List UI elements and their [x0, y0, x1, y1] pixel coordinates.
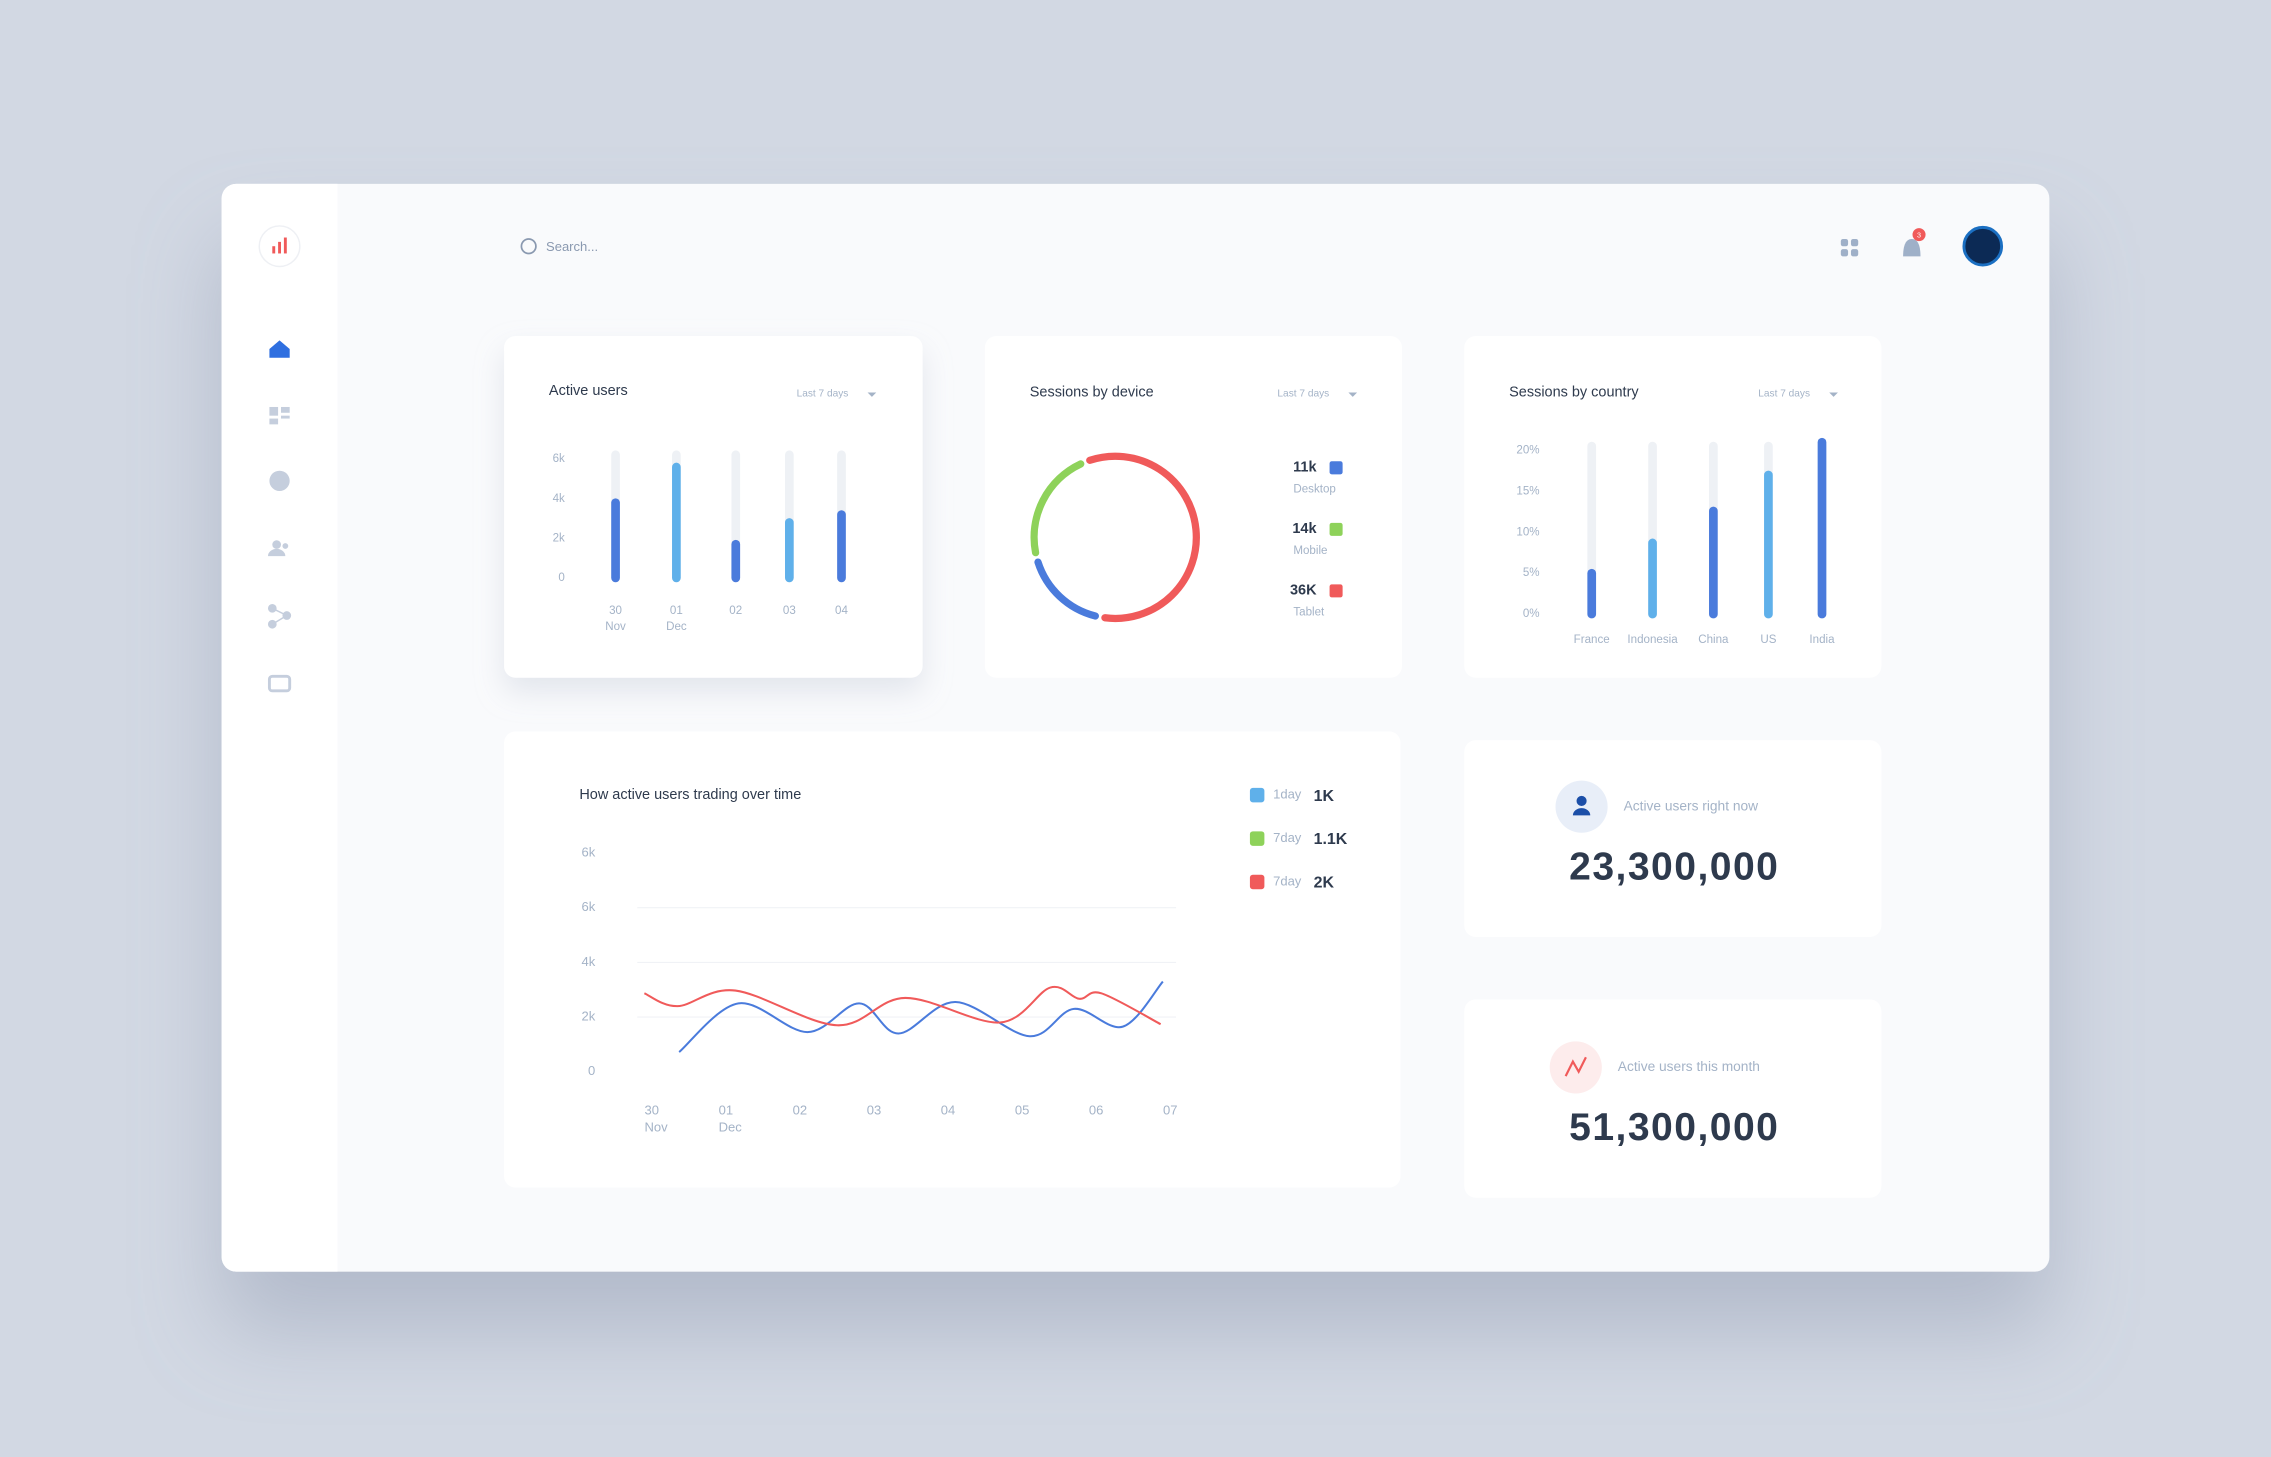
legend-label: 7day — [1273, 830, 1302, 845]
x-tick-month: Nov — [605, 621, 626, 633]
stat-label: Active users right now — [1624, 798, 1759, 813]
ticket-icon[interactable] — [267, 674, 292, 693]
y-tick-label: 4k — [582, 954, 596, 969]
y-tick-label: 4k — [553, 493, 565, 505]
legend-label: Desktop — [1293, 484, 1335, 496]
x-tick-month: Nov — [645, 1120, 669, 1135]
stat-value: 23,300,000 — [1569, 845, 1779, 888]
y-tick-label: 0% — [1523, 608, 1540, 620]
y-tick-label: 6k — [582, 844, 596, 859]
legend-swatch — [1329, 522, 1343, 536]
x-tick-month: Dec — [719, 1120, 743, 1135]
y-tick-label: 10% — [1516, 526, 1539, 538]
donut-segment — [1086, 452, 1200, 622]
legend-label: 7day — [1273, 873, 1302, 888]
x-tick-label: 07 — [1163, 1102, 1177, 1117]
legend-swatch — [1329, 461, 1343, 475]
logo-bars — [272, 237, 287, 254]
x-tick-label: 30 — [609, 605, 622, 617]
sidebar — [221, 183, 338, 1272]
card-active-users — [504, 336, 923, 678]
x-tick-label: Indonesia — [1627, 634, 1678, 646]
x-tick-label: 05 — [1015, 1102, 1029, 1117]
legend-swatch — [1249, 831, 1265, 846]
y-tick-label: 2k — [553, 532, 565, 544]
legend-value: 1.1K — [1314, 831, 1348, 848]
legend-value: 36K — [1290, 583, 1317, 599]
x-tick-label: US — [1760, 634, 1776, 646]
x-tick-month: Dec — [666, 621, 687, 633]
x-tick-label: 03 — [783, 605, 796, 617]
line-series — [678, 980, 1164, 1053]
x-tick-label: 30 — [645, 1102, 659, 1117]
user-icon-bg — [1555, 780, 1608, 833]
dropdown-carets — [867, 392, 1838, 397]
card-title: How active users trading over time — [579, 787, 801, 803]
apps-icon[interactable] — [1840, 238, 1859, 257]
x-tick-label: 03 — [867, 1102, 881, 1117]
stat-value: 51,300,000 — [1569, 1106, 1779, 1149]
x-tick-label: 02 — [793, 1102, 807, 1117]
period-select[interactable]: Last 7 days — [1277, 389, 1329, 400]
card-title: Active users — [549, 383, 628, 399]
share-icon[interactable] — [267, 603, 292, 629]
y-tick-label: 5% — [1523, 567, 1540, 579]
trend-icon — [1564, 1056, 1587, 1077]
home-icon[interactable] — [269, 340, 290, 358]
line-series — [643, 985, 1162, 1027]
y-tick-label: 6k — [582, 899, 596, 914]
y-tick-label: 0 — [588, 1063, 595, 1078]
x-tick-label: 04 — [941, 1102, 955, 1117]
x-tick-label: 04 — [835, 605, 848, 617]
donut-segment — [1034, 558, 1099, 620]
legend-swatch — [1249, 787, 1265, 803]
search-icon — [520, 238, 537, 255]
legend-value: 14k — [1292, 521, 1317, 537]
y-tick-label: 0 — [558, 572, 564, 584]
x-tick-label: China — [1698, 634, 1729, 646]
card-title: Sessions by device — [1030, 384, 1154, 400]
period-select[interactable]: Last 7 days — [1758, 389, 1810, 400]
bell-icon[interactable] — [1903, 238, 1921, 257]
card-title: Sessions by country — [1509, 384, 1639, 400]
donut-segment — [1030, 460, 1085, 557]
x-tick-label: 01 — [719, 1102, 733, 1117]
x-tick-label: 01 — [670, 605, 683, 617]
badge-count: 3 — [1917, 230, 1921, 239]
y-tick-label: 2k — [582, 1009, 596, 1024]
y-tick-label: 20% — [1516, 444, 1539, 456]
legend-value: 1K — [1314, 788, 1335, 805]
card-trend — [504, 731, 1401, 1188]
legend-swatch — [1329, 584, 1343, 598]
x-tick-label: India — [1809, 634, 1835, 646]
card-stat-month — [1464, 999, 1882, 1198]
legend-value: 2K — [1314, 875, 1335, 892]
y-tick-label: 15% — [1516, 485, 1539, 497]
period-select[interactable]: Last 7 days — [797, 389, 849, 400]
card-country — [1464, 336, 1882, 678]
y-tick-label: 6k — [553, 453, 565, 465]
x-tick-label: 02 — [729, 605, 742, 617]
legend-swatch — [1249, 874, 1265, 890]
widgets-icon[interactable] — [269, 406, 290, 425]
clock-icon[interactable] — [269, 470, 290, 491]
legend-value: 11k — [1293, 460, 1317, 476]
users-icon[interactable] — [267, 540, 289, 557]
legend-label: Tablet — [1293, 607, 1325, 619]
legend-label: Mobile — [1293, 545, 1327, 557]
avatar[interactable] — [1962, 225, 2004, 267]
badge — [1912, 228, 1926, 242]
stat-label: Active users this month — [1618, 1059, 1760, 1074]
x-tick-label: France — [1574, 634, 1610, 646]
x-tick-label: 06 — [1089, 1102, 1103, 1117]
card-stat-now — [1464, 740, 1882, 938]
user-icon — [1572, 795, 1591, 816]
legend-label: 1day — [1273, 787, 1302, 802]
search-input[interactable]: Search... — [546, 239, 598, 254]
